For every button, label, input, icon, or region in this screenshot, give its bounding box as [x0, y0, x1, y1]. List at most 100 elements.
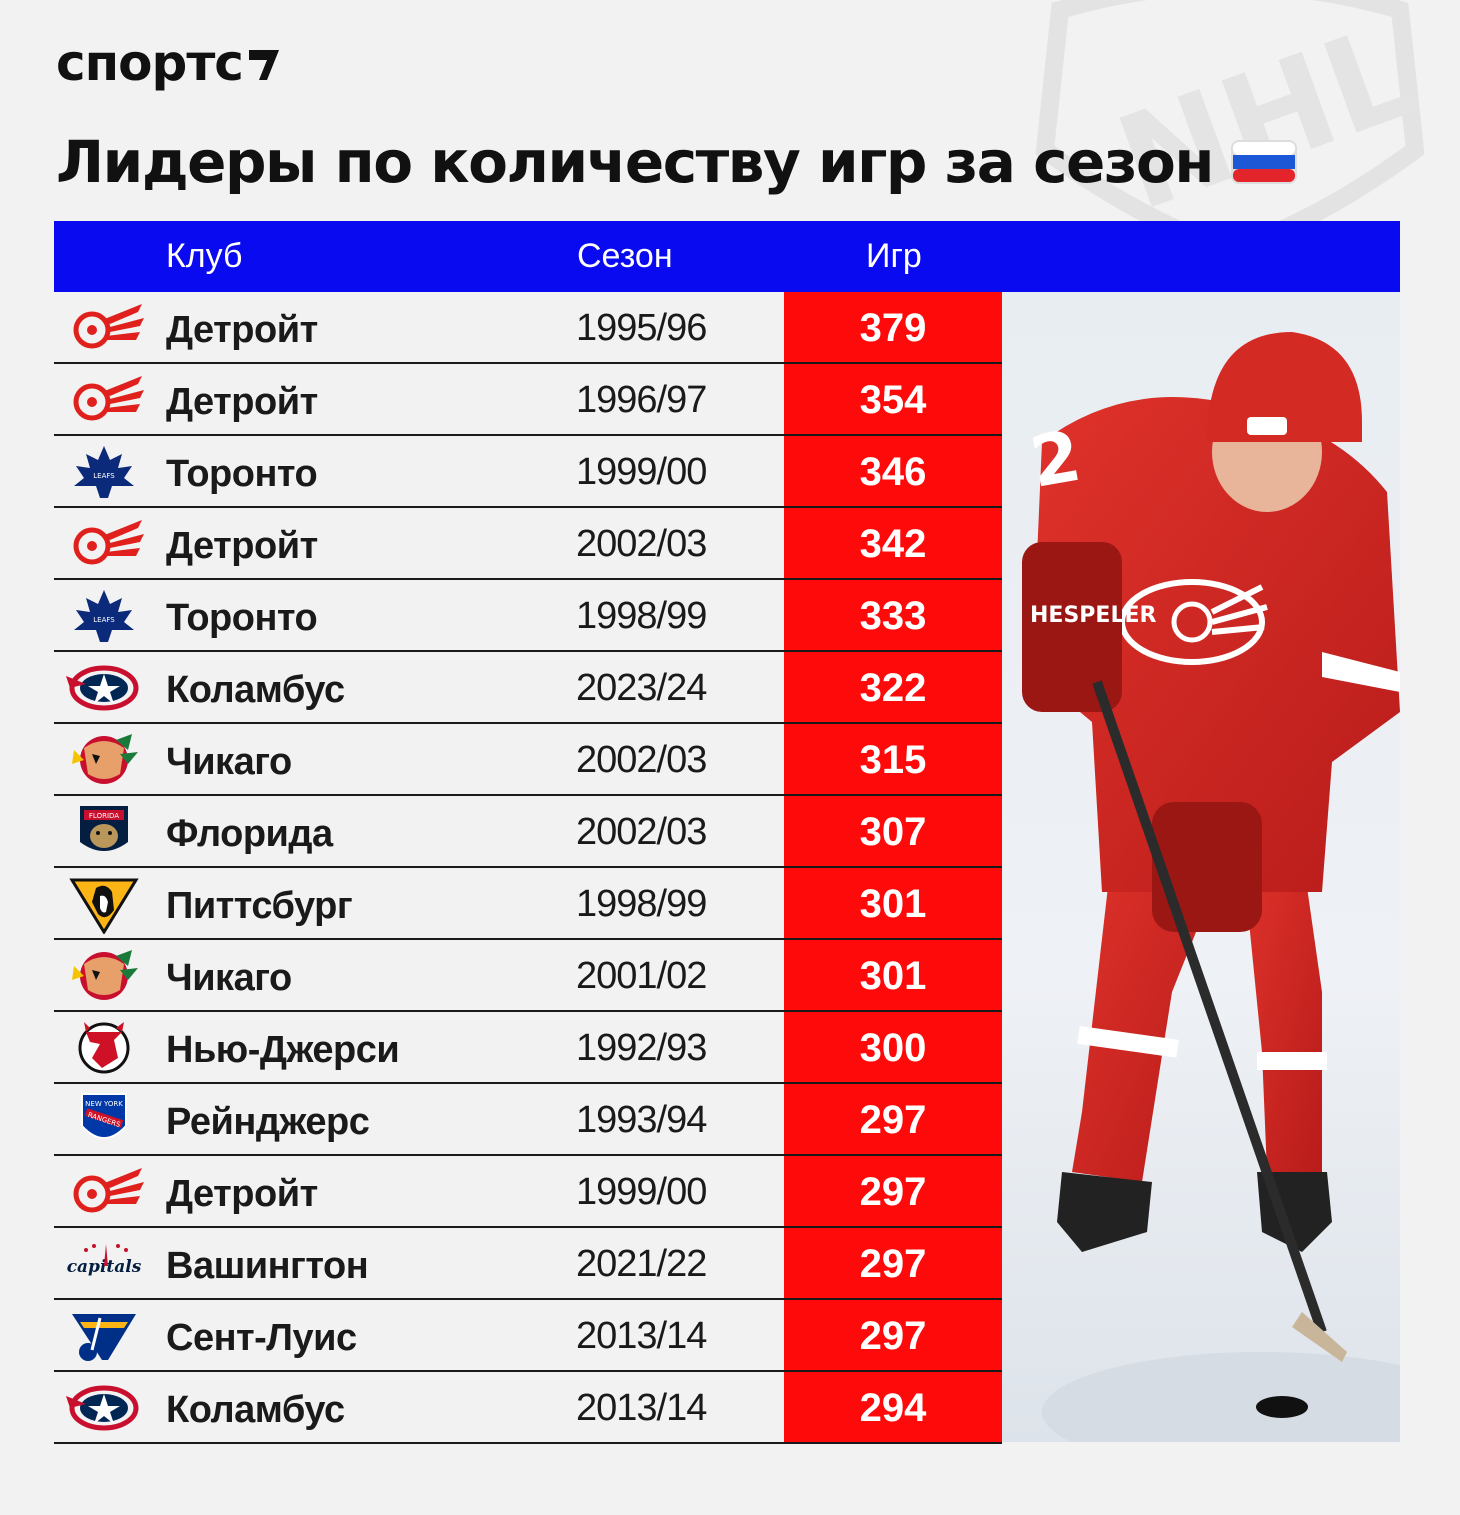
chicago-blackhawks-icon — [62, 946, 146, 1006]
table-row: Питтсбург 1998/99 — [54, 868, 784, 940]
toronto-maple-leafs-icon: LEAFS — [62, 586, 146, 646]
club-name: Торонто — [166, 597, 318, 639]
season-value: 2013/14 — [576, 1387, 707, 1429]
games-value: 307 — [784, 796, 1002, 868]
table-row: Детройт 1996/97 — [54, 364, 784, 436]
table-row: LEAFS Торонто 1999/00 — [54, 436, 784, 508]
header-games: Игр — [866, 237, 922, 275]
games-value: 333 — [784, 580, 1002, 652]
columbus-blue-jackets-icon — [62, 658, 146, 718]
club-name: Вашингтон — [166, 1245, 369, 1287]
svg-text:LEAFS: LEAFS — [93, 472, 115, 480]
table-row: Сент-Луис 2013/14 — [54, 1300, 784, 1372]
games-value: 354 — [784, 364, 1002, 436]
club-name: Детройт — [166, 381, 318, 423]
club-name: Детройт — [166, 309, 318, 351]
st-louis-blues-icon — [62, 1306, 146, 1366]
table-row: Коламбус 2023/24 — [54, 652, 784, 724]
club-name: Торонто — [166, 453, 318, 495]
header-season: Сезон — [577, 237, 673, 275]
games-value: 297 — [784, 1228, 1002, 1300]
table-row: Чикаго 2001/02 — [54, 940, 784, 1012]
svg-text:HESPELER: HESPELER — [1030, 603, 1156, 628]
games-value: 379 — [784, 292, 1002, 364]
games-value: 297 — [784, 1084, 1002, 1156]
games-value: 322 — [784, 652, 1002, 724]
new-jersey-devils-icon — [62, 1018, 146, 1078]
season-value: 2013/14 — [576, 1315, 707, 1357]
page-title-text: Лидеры по количеству игр за сезон — [56, 128, 1214, 196]
florida-panthers-icon: FLORIDA — [62, 802, 146, 862]
table-row: capitals Вашингтон 2021/22 — [54, 1228, 784, 1300]
season-value: 1993/94 — [576, 1099, 707, 1141]
detroit-red-wings-icon — [62, 370, 146, 430]
washington-capitals-icon: capitals — [62, 1234, 146, 1294]
games-value: 301 — [784, 868, 1002, 940]
table-row: FLORIDA Флорида 2002/03 — [54, 796, 784, 868]
page-title: Лидеры по количеству игр за сезон — [56, 128, 1297, 196]
detroit-red-wings-icon — [62, 514, 146, 574]
club-name: Флорида — [166, 813, 333, 855]
detroit-red-wings-icon — [62, 298, 146, 358]
svg-text:NEW YORK: NEW YORK — [85, 1100, 123, 1108]
club-name: Детройт — [166, 525, 318, 567]
club-name: Нью-Джерси — [166, 1029, 400, 1071]
detroit-red-wings-icon — [62, 1162, 146, 1222]
season-value: 2021/22 — [576, 1243, 707, 1285]
nhl-watermark: NHL — [1020, 0, 1440, 230]
svg-text:capitals: capitals — [67, 1257, 142, 1277]
season-value: 2023/24 — [576, 667, 707, 709]
games-value: 294 — [784, 1372, 1002, 1444]
table-row: LEAFS Торонто 1998/99 — [54, 580, 784, 652]
club-name: Коламбус — [166, 1389, 345, 1431]
brand-name: спортс — [56, 34, 244, 92]
club-name: Чикаго — [166, 957, 292, 999]
season-value: 1998/99 — [576, 595, 707, 637]
season-value: 2002/03 — [576, 811, 707, 853]
table-row: Нью-Джерси 1992/93 — [54, 1012, 784, 1084]
season-value: 1992/93 — [576, 1027, 707, 1069]
table-row: Детройт 1999/00 — [54, 1156, 784, 1228]
season-value: 2002/03 — [576, 739, 707, 781]
russia-flag-icon — [1230, 140, 1297, 184]
season-value: 2002/03 — [576, 523, 707, 565]
games-value: 301 — [784, 940, 1002, 1012]
chicago-blackhawks-icon — [62, 730, 146, 790]
header-club: Клуб — [166, 237, 243, 275]
games-value: 297 — [784, 1300, 1002, 1372]
club-name: Сент-Луис — [166, 1317, 357, 1359]
pittsburgh-penguins-icon — [62, 874, 146, 935]
brand-mark-icon — [248, 50, 279, 80]
hockey-player-photo: 2 HESPELER — [1002, 292, 1400, 1442]
club-name: Чикаго — [166, 741, 292, 783]
club-name: Коламбус — [166, 669, 345, 711]
games-column: 379 354 346 342 333 322 315 307 301 301 300 297 297 2… — [784, 292, 1002, 1444]
columbus-blue-jackets-icon — [62, 1378, 146, 1438]
table-body: Детройт 1995/96 Детройт 1996/97 LEAFS Торонто… — [54, 292, 784, 1444]
games-value: 346 — [784, 436, 1002, 508]
club-name: Рейнджерс — [166, 1101, 370, 1143]
svg-text:LEAFS: LEAFS — [93, 616, 115, 624]
games-value: 315 — [784, 724, 1002, 796]
season-value: 2001/02 — [576, 955, 707, 997]
table-row: Детройт 1995/96 — [54, 292, 784, 364]
toronto-maple-leafs-icon: LEAFS — [62, 442, 146, 502]
table-header: Клуб Сезон Игр — [54, 221, 1400, 292]
season-value: 1998/99 — [576, 883, 707, 925]
club-name: Питтсбург — [166, 885, 353, 927]
season-value: 1999/00 — [576, 1171, 707, 1213]
svg-text:FLORIDA: FLORIDA — [89, 812, 119, 820]
season-value: 1999/00 — [576, 451, 707, 493]
season-value: 1995/96 — [576, 307, 707, 349]
games-value: 300 — [784, 1012, 1002, 1084]
club-name: Детройт — [166, 1173, 318, 1215]
new-york-rangers-icon: NEW YORK RANGERS — [62, 1090, 146, 1150]
table-row: Детройт 2002/03 — [54, 508, 784, 580]
table-row: Чикаго 2002/03 — [54, 724, 784, 796]
brand-logo: спортс — [56, 38, 283, 88]
games-value: 297 — [784, 1156, 1002, 1228]
season-value: 1996/97 — [576, 379, 707, 421]
games-value: 342 — [784, 508, 1002, 580]
table-row: NEW YORK RANGERS Рейнджерс 1993/94 — [54, 1084, 784, 1156]
table-row: Коламбус 2013/14 — [54, 1372, 784, 1444]
